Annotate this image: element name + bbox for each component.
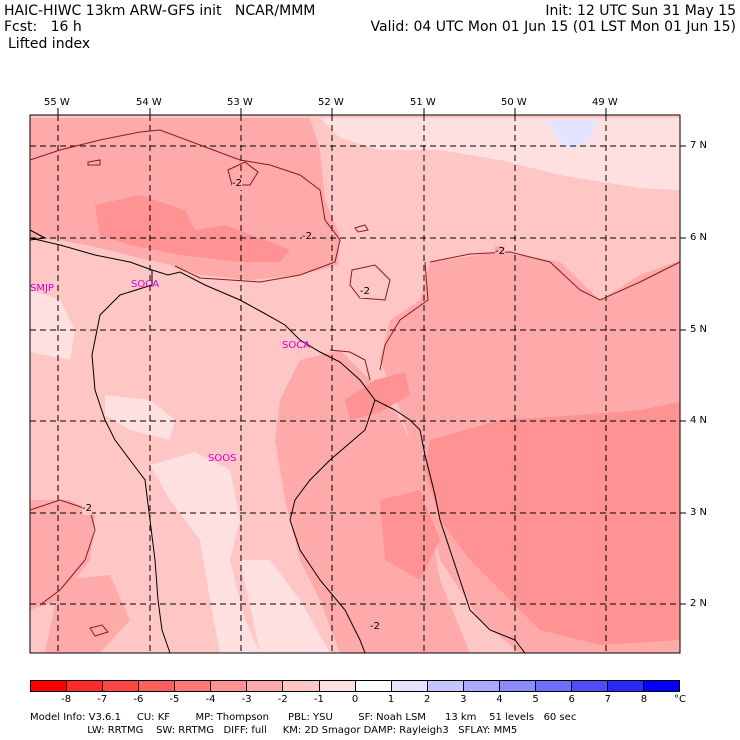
contour-small-1: [87, 159, 101, 166]
contour-coast: [329, 349, 371, 381]
colorbar-tick-label: -8: [61, 694, 72, 705]
colorbar-tick-label: 3: [460, 694, 467, 705]
init-time: Init: 12 UTC Sun 31 May 15: [545, 3, 736, 19]
colorbar-tick-label: -2: [277, 694, 288, 705]
colorbar-tick-label: 2: [424, 694, 431, 705]
colorbar-tick-label: 5: [532, 694, 539, 705]
coastline: [29, 237, 526, 654]
colorbar-tick-label: 8: [640, 694, 648, 705]
shade-region-deep-coast: [345, 372, 410, 420]
lat-label-7: 7 N: [690, 140, 708, 151]
colorbar-swatch: [66, 681, 103, 691]
colorbar-swatch: [174, 681, 211, 691]
lat-label-4: 4 N: [690, 415, 708, 426]
valid-time: Valid: 04 UTC Mon 01 Jun 15 (01 LST Mon …: [370, 19, 736, 35]
shade-region-light-south: [240, 560, 330, 653]
border-northwest: [29, 229, 47, 241]
model-info-line1: Model Info: V3.6.1 CU: KF MP: Thompson P…: [30, 712, 577, 723]
lat-label-5: 5 N: [690, 324, 708, 335]
contour-label: -2: [82, 503, 92, 515]
colorbar-unit: °C: [674, 694, 686, 705]
colorbar-swatch: [390, 681, 427, 691]
contour-label: -2: [232, 178, 242, 190]
contour-small-2: [354, 224, 369, 233]
colorbar-tick-label: 6: [568, 694, 575, 705]
colorbar-tick-label: -5: [169, 694, 180, 705]
border-east: [289, 399, 376, 654]
shade-region-light-interior: [150, 452, 260, 653]
lat-label-6: 6 N: [690, 232, 708, 243]
map-frame: [29, 114, 681, 654]
shade-region-dark-sw-2: [45, 575, 130, 653]
model-title: HAIC-HIWC 13km ARW-GFS init NCAR/MMM: [4, 3, 316, 19]
colorbar-tick-label: 1: [387, 694, 395, 705]
contour-label: -2: [495, 246, 505, 258]
contour-label: -2: [370, 621, 380, 633]
colorbar-swatch: [138, 681, 175, 691]
colorbar-swatch: [570, 681, 607, 691]
lat-label-2: 2 N: [690, 598, 708, 609]
frame-ticks: [57, 108, 686, 605]
shade-region-dark-southwest: [30, 500, 95, 610]
lon-label-49: 49 W: [592, 97, 618, 108]
colorbar-swatch: [246, 681, 283, 691]
lon-label-52: 52 W: [318, 97, 344, 108]
colorbar: [30, 680, 680, 692]
station-label: SOCA: [131, 279, 160, 290]
lifted-index-map: [29, 108, 686, 654]
model-info-line2: LW: RRTMG SW: RRTMG DIFF: full KM: 2D Sm…: [30, 725, 518, 736]
colorbar-swatch: [210, 681, 247, 691]
contour-sw: [29, 499, 96, 606]
colorbar-swatch: [318, 681, 355, 691]
contour-ring-2: [349, 264, 391, 301]
colorbar-swatch: [31, 681, 67, 691]
contour-label: -2: [302, 231, 312, 243]
shade-region-light-west: [30, 290, 75, 360]
colorbar-swatch: [607, 681, 644, 691]
lat-label-3: 3 N: [690, 507, 708, 518]
contour-ring-1: [227, 161, 259, 186]
colorbar-tick-label: -4: [205, 694, 216, 705]
colorbar-tick-label: 7: [604, 694, 611, 705]
colorbar-swatch: [498, 681, 535, 691]
shade-region-deep-east: [425, 402, 680, 645]
colorbar-swatch: [354, 681, 391, 691]
lon-label-51: 51 W: [410, 97, 436, 108]
station-label: SMJP: [30, 283, 54, 294]
colorbar-swatch: [426, 681, 463, 691]
colorbar-swatch: [534, 681, 571, 691]
border-west: [91, 270, 171, 654]
contours: [29, 129, 681, 637]
shade-region-positive: [548, 120, 596, 150]
contour-label: -2: [360, 286, 370, 298]
colorbar-tick-label: 4: [496, 694, 503, 705]
colorbar-swatch: [102, 681, 139, 691]
lat-lon-grid: [30, 115, 680, 653]
lon-label-54: 54 W: [136, 97, 162, 108]
colorbar-tick-label: -7: [97, 694, 108, 705]
forecast-hour: Fcst: 16 h: [4, 19, 82, 35]
colorbar-tick-label: 0: [351, 694, 359, 705]
colorbar-tick-label: -3: [241, 694, 252, 705]
lon-label-55: 55 W: [44, 97, 70, 108]
colorbar-swatch: [282, 681, 319, 691]
colorbar-swatch: [462, 681, 499, 691]
station-label: SOOS: [208, 453, 237, 464]
field-name: Lifted index: [8, 36, 91, 52]
lon-label-50: 50 W: [501, 97, 527, 108]
lon-label-53: 53 W: [227, 97, 253, 108]
coastlines-borders: [29, 229, 526, 654]
contour-north: [29, 129, 341, 283]
contour-east-2: [379, 261, 429, 371]
colorbar-tick-label: -6: [133, 694, 144, 705]
contour-east: [429, 251, 681, 301]
colorbar-tick-label: -1: [313, 694, 324, 705]
station-label: SOCA: [282, 340, 311, 351]
colorbar-swatch: [643, 681, 680, 691]
contour-small-3: [89, 624, 109, 637]
shade-region-light-center: [105, 395, 175, 440]
